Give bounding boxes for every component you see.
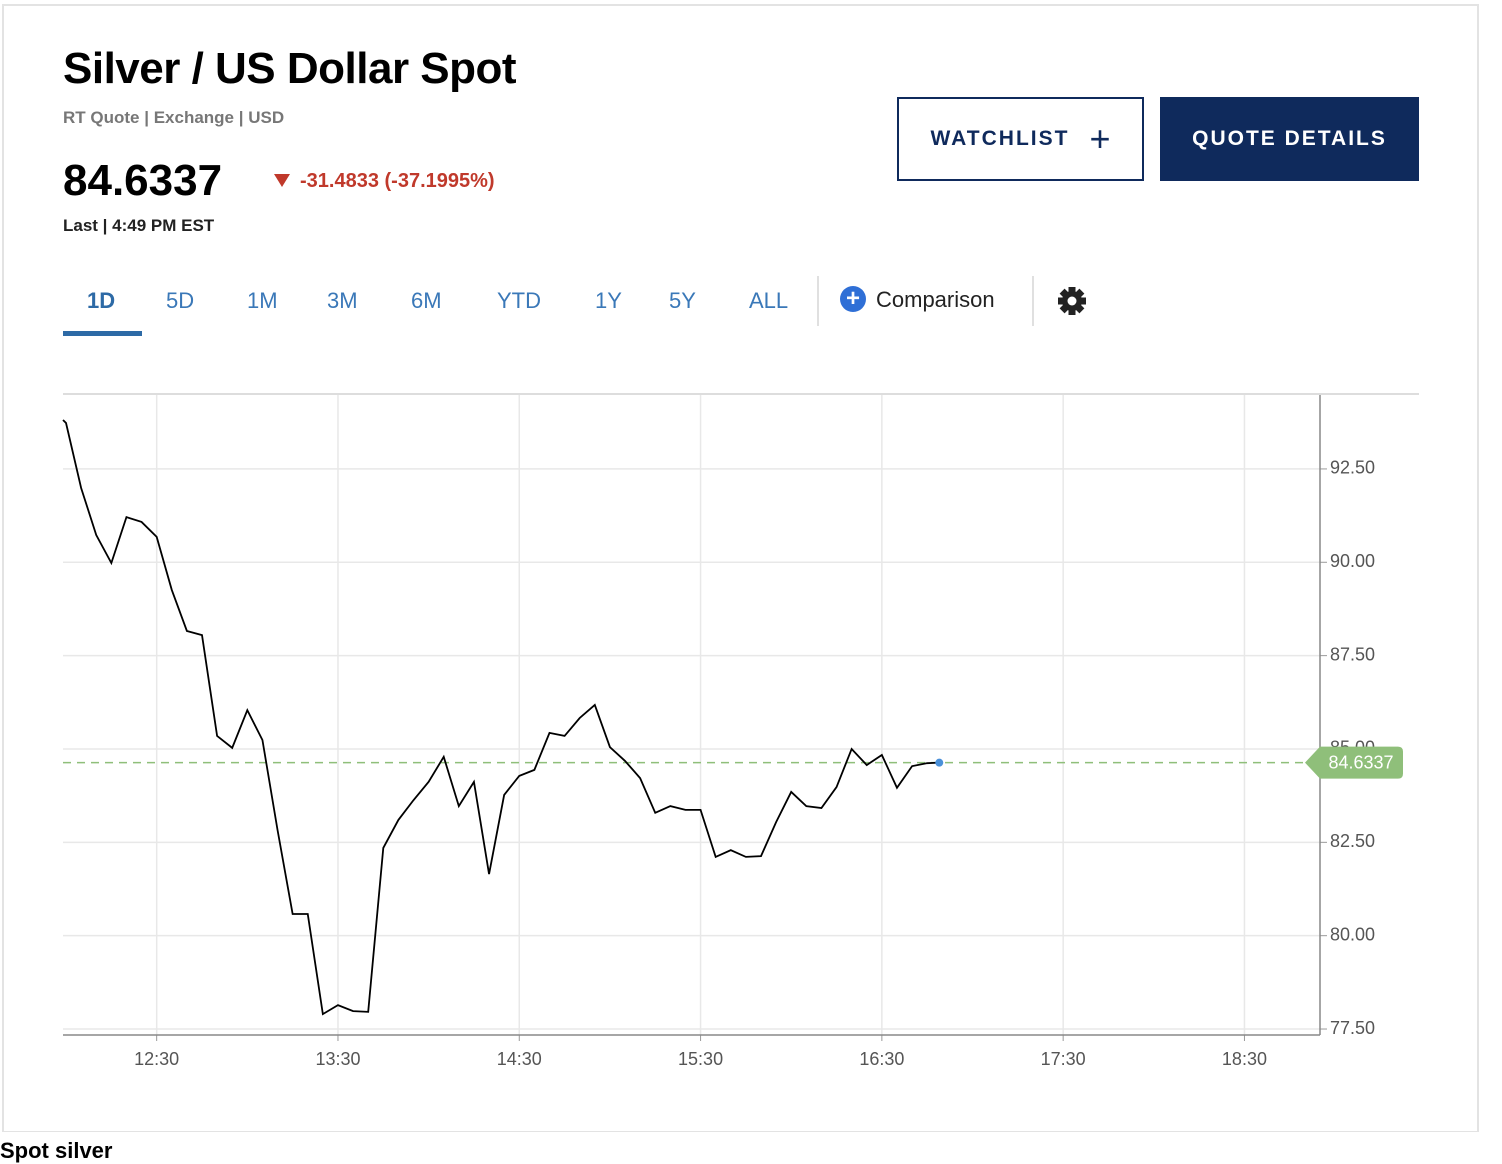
range-tab[interactable]: 6M (411, 288, 442, 313)
y-tick-label: 77.50 (1330, 1018, 1375, 1038)
y-tick-label: 90.00 (1330, 551, 1375, 571)
x-tick-label: 17:30 (1041, 1049, 1086, 1069)
gear (1058, 287, 1086, 315)
down-arrow (274, 174, 290, 187)
x-tick-label: 15:30 (678, 1049, 723, 1069)
range-tab[interactable]: 1M (247, 288, 278, 313)
y-tick-label: 80.00 (1330, 924, 1375, 944)
title: Silver / US Dollar Spot (63, 44, 517, 93)
x-tick-label: 12:30 (134, 1049, 179, 1069)
range-tab[interactable]: 3M (327, 288, 358, 313)
active-tab-underline (63, 331, 142, 336)
card-frame (2, 4, 1479, 1132)
x-tick-label: 14:30 (497, 1049, 542, 1069)
range-tab[interactable]: 5D (166, 288, 195, 313)
quote-details-label: QUOTE DETAILS (1192, 127, 1387, 150)
gear-hole (1067, 296, 1077, 306)
x-tick-label: 16:30 (859, 1049, 904, 1069)
price-change: -31.4833 (-37.1995%) (300, 170, 495, 192)
price: 84.6337 (63, 156, 223, 205)
separator (817, 276, 819, 326)
range-tab[interactable]: 1Y (595, 288, 622, 313)
separator (1032, 276, 1034, 326)
comparison-button[interactable]: Comparison (876, 287, 995, 312)
watchlist-button[interactable]: WATCHLIST + (897, 97, 1144, 181)
last-point (935, 758, 944, 767)
price-line (62, 419, 940, 1016)
y-tick-label: 87.50 (1330, 644, 1375, 664)
y-tick-label: 92.50 (1330, 458, 1375, 478)
x-tick-label: 18:30 (1222, 1049, 1267, 1069)
watchlist-label: WATCHLIST (930, 127, 1070, 150)
y-tick-label: 82.50 (1330, 831, 1375, 851)
range-tab[interactable]: ALL (749, 288, 789, 313)
quote-details-button[interactable]: QUOTE DETAILS (1160, 97, 1419, 181)
subtitle: RT Quote | Exchange | USD (63, 108, 285, 127)
last-value-tag (1305, 746, 1403, 779)
plus-icon: + (1089, 118, 1111, 159)
range-tab[interactable]: YTD (497, 288, 541, 313)
footer-caption: Spot silver (0, 1138, 113, 1163)
x-tick-label: 13:30 (315, 1049, 360, 1069)
last-value-label: 84.6337 (1328, 752, 1393, 772)
settings-icon[interactable] (1052, 281, 1092, 321)
last-time: Last | 4:49 PM EST (63, 216, 215, 235)
comparison-icon[interactable]: + (840, 286, 866, 312)
range-tab[interactable]: 1D (87, 288, 116, 313)
range-tab[interactable]: 5Y (669, 288, 696, 313)
